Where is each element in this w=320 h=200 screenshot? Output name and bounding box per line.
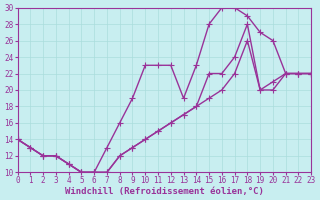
X-axis label: Windchill (Refroidissement éolien,°C): Windchill (Refroidissement éolien,°C) (65, 187, 264, 196)
